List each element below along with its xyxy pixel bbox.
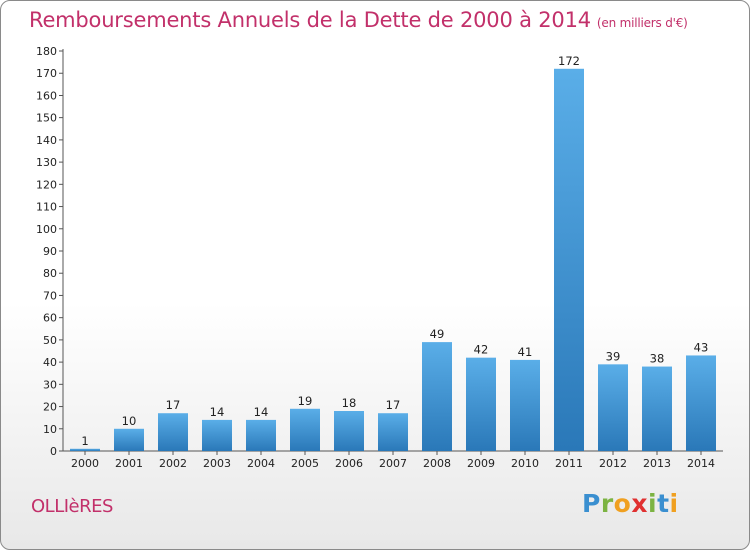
bar-2013 <box>642 366 672 451</box>
x-tick-label: 2007 <box>379 457 407 470</box>
x-tick-label: 2008 <box>423 457 451 470</box>
value-label: 38 <box>650 352 665 366</box>
bar-2007 <box>378 413 408 451</box>
y-tick-label: 100 <box>36 223 57 236</box>
value-label: 42 <box>474 343 489 357</box>
value-label: 1 <box>81 434 88 448</box>
proxiti-logo: Proxiti <box>582 489 679 518</box>
chart-title: Remboursements Annuels de la Dette de 20… <box>29 8 688 32</box>
logo-letter: i <box>648 489 658 518</box>
bar-2003 <box>202 419 232 451</box>
logo-letter: P <box>582 489 601 518</box>
value-label: 49 <box>430 327 445 341</box>
bar-2012 <box>598 364 628 451</box>
y-tick-label: 70 <box>43 289 57 302</box>
y-tick-label: 170 <box>36 67 57 80</box>
y-tick-label: 110 <box>36 201 57 214</box>
bar-2009 <box>466 357 496 451</box>
y-tick-label: 50 <box>43 334 57 347</box>
x-tick-label: 2014 <box>687 457 715 470</box>
logo-letter: r <box>600 489 614 518</box>
y-tick-label: 30 <box>43 378 57 391</box>
value-label: 39 <box>606 349 621 363</box>
bar-2004 <box>246 419 276 451</box>
y-tick-label: 0 <box>50 445 57 458</box>
x-tick-label: 2004 <box>247 457 275 470</box>
bars <box>70 68 716 452</box>
logo-letter: x <box>631 489 648 518</box>
value-label: 18 <box>342 396 357 410</box>
value-label: 43 <box>694 340 709 354</box>
y-tick-label: 90 <box>43 245 57 258</box>
town-name: OLLIèRES <box>31 496 113 517</box>
x-tick-label: 2011 <box>555 457 583 470</box>
y-tick-label: 130 <box>36 156 57 169</box>
x-tick-label: 2010 <box>511 457 539 470</box>
value-label: 172 <box>558 54 580 68</box>
bar-2005 <box>290 408 320 451</box>
y-tick-label: 150 <box>36 112 57 125</box>
x-tick-label: 2003 <box>203 457 231 470</box>
value-label: 17 <box>166 398 181 412</box>
x-tick-label: 2012 <box>599 457 627 470</box>
bar-2002 <box>158 413 188 451</box>
value-label: 14 <box>254 405 269 419</box>
chart-title-text: Remboursements Annuels de la Dette de 20… <box>29 8 591 32</box>
y-tick-label: 120 <box>36 178 57 191</box>
y-tick-label: 10 <box>43 423 57 436</box>
logo-letter: i <box>669 489 679 518</box>
y-tick-label: 60 <box>43 312 57 325</box>
bar-2008 <box>422 342 452 451</box>
y-tick-label: 80 <box>43 267 57 280</box>
value-label: 17 <box>386 398 401 412</box>
value-label: 41 <box>518 345 533 359</box>
y-tick-label: 20 <box>43 401 57 414</box>
bar-2014 <box>686 355 716 451</box>
y-tick-label: 140 <box>36 134 57 147</box>
x-axis: 2000 2001 2002 2003 2004 2005 2006 2007 2008 2009… <box>63 450 723 470</box>
value-label: 19 <box>298 394 313 408</box>
value-labels: 1 10 17 14 14 19 18 17 49 42 41 172 39 38 43 <box>81 54 708 448</box>
value-label: 14 <box>210 405 225 419</box>
x-tick-label: 2002 <box>159 457 187 470</box>
x-tick-label: 2013 <box>643 457 671 470</box>
bar-2011 <box>554 68 584 452</box>
x-tick-label: 2001 <box>115 457 143 470</box>
x-tick-label: 2009 <box>467 457 495 470</box>
chart-unit: (en milliers d'€) <box>596 16 688 30</box>
x-tick-label: 2000 <box>71 457 99 470</box>
value-label: 10 <box>122 414 137 428</box>
bar-2001 <box>114 428 144 451</box>
logo-letter: o <box>613 489 632 518</box>
x-tick-label: 2006 <box>335 457 363 470</box>
y-tick-label: 180 <box>36 45 57 58</box>
y-tick-label: 160 <box>36 89 57 102</box>
y-tick-label: 40 <box>43 356 57 369</box>
bar-2010 <box>510 359 540 451</box>
y-axis: 0 10 20 30 40 50 60 70 80 90 100 110 120 130 140 150 160… <box>36 45 64 458</box>
logo-letter: t <box>657 489 670 518</box>
bar-2006 <box>334 411 364 451</box>
x-tick-label: 2005 <box>291 457 319 470</box>
bar-2000 <box>70 448 100 451</box>
